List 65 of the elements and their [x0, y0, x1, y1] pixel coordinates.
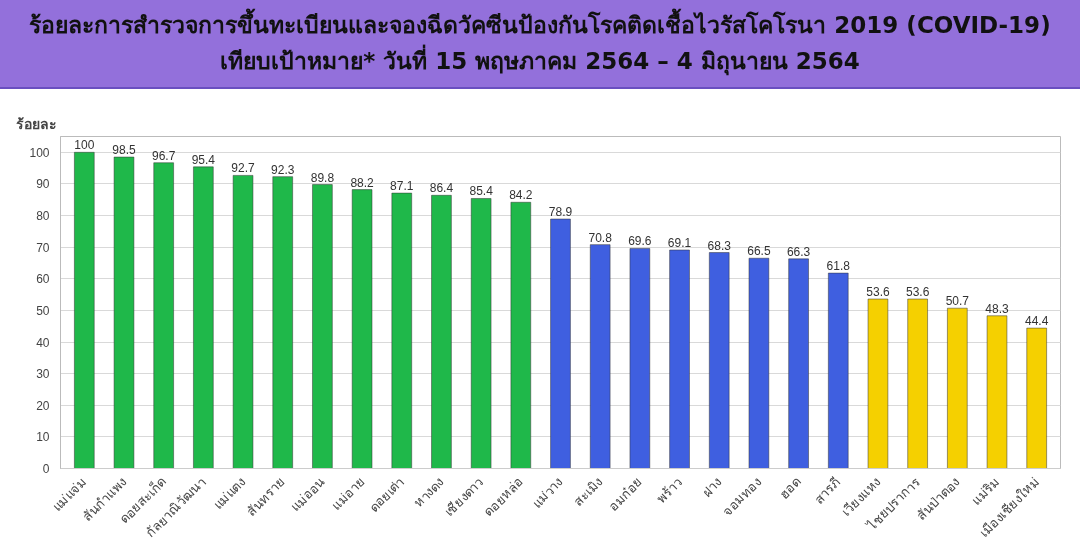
- bar: [470, 198, 492, 469]
- bar: [232, 175, 254, 469]
- bar: [1026, 327, 1047, 469]
- bar: [510, 202, 531, 469]
- bar: [193, 166, 214, 469]
- bar: [113, 156, 135, 469]
- y-tick-label: 90: [36, 177, 50, 192]
- bar: [788, 258, 809, 469]
- y-tick-label: 40: [36, 335, 50, 350]
- data-label: 44.4: [1025, 314, 1049, 329]
- y-tick-label: 0: [42, 462, 50, 476]
- bar: [748, 257, 770, 469]
- data-label: 50.7: [945, 294, 970, 309]
- bar: [312, 184, 333, 469]
- bar: [590, 244, 611, 469]
- chart-title: ร้อยละการสำรวจการขึ้นทะเบียนและจองฉีดวัคซีนป้องกันโรคติดเชื้อไวรัสโคโรนา 2019 (COVID-19) เทียบเป้าหมาย* วันที่ 15 พฤษภาคม 2564 – 4 มิถุนายน 2564: [0, 0, 1080, 90]
- data-label: 95.4: [191, 152, 216, 167]
- bar: [629, 248, 651, 469]
- bar: [431, 195, 452, 469]
- x-tick-label: ฮอด: [776, 474, 804, 502]
- data-label: 89.8: [310, 170, 335, 185]
- y-tick-label: 50: [36, 303, 50, 318]
- y-axis-title: ร้อยละ: [15, 115, 57, 132]
- y-tick-label: 100: [29, 145, 50, 160]
- data-label: 87.1: [390, 179, 414, 194]
- bar: [907, 298, 928, 469]
- data-label: 66.5: [747, 244, 771, 259]
- data-label: 84.2: [509, 188, 533, 203]
- data-label: 70.8: [588, 230, 613, 245]
- data-label: 96.7: [152, 148, 176, 163]
- bar: [153, 162, 174, 469]
- data-label: 86.4: [429, 181, 454, 196]
- bar: [828, 272, 849, 469]
- data-label: 48.3: [985, 301, 1010, 316]
- data-label: 61.8: [826, 259, 851, 274]
- y-tick-label: 60: [36, 272, 50, 287]
- data-label: 68.3: [707, 238, 732, 253]
- x-tick-label: ฝาง: [699, 474, 725, 500]
- data-label: 66.3: [786, 244, 811, 259]
- data-label: 53.6: [866, 285, 890, 300]
- bar: [74, 152, 95, 469]
- data-label: 78.9: [548, 205, 573, 220]
- y-tick-label: 80: [36, 209, 50, 224]
- bar: [272, 176, 293, 469]
- data-label: 92.3: [271, 162, 295, 177]
- y-tick-label: 70: [36, 240, 50, 255]
- bar: [986, 315, 1008, 469]
- bar: [867, 298, 889, 469]
- data-label: 85.4: [469, 184, 494, 199]
- y-tick-label: 20: [36, 398, 50, 413]
- bar: [709, 252, 730, 469]
- bar: [391, 192, 412, 469]
- data-label: 53.6: [905, 285, 930, 300]
- bar: [947, 307, 968, 469]
- y-tick-label: 10: [36, 430, 50, 445]
- data-label: 92.7: [231, 161, 256, 176]
- data-label: 69.1: [667, 236, 692, 251]
- bar: [351, 189, 373, 469]
- bar: [669, 249, 690, 469]
- data-label: 88.2: [350, 175, 375, 190]
- data-label: 100: [74, 138, 95, 153]
- data-label: 98.5: [112, 143, 136, 158]
- bar: [550, 218, 571, 469]
- y-tick-label: 30: [36, 367, 50, 382]
- data-label: 69.6: [628, 234, 652, 249]
